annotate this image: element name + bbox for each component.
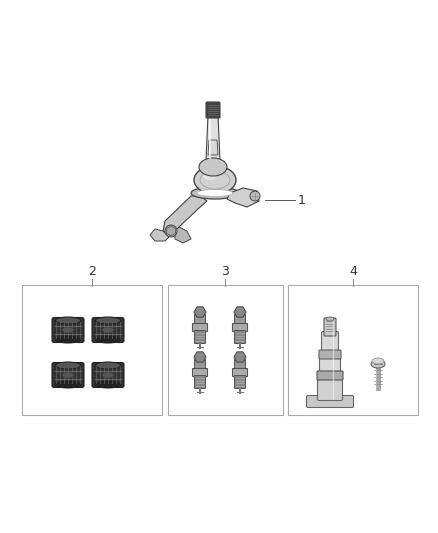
FancyBboxPatch shape (194, 359, 205, 370)
Ellipse shape (197, 190, 233, 197)
Ellipse shape (55, 362, 81, 369)
Polygon shape (167, 226, 175, 236)
Ellipse shape (95, 362, 120, 369)
Bar (168, 285, 283, 415)
FancyBboxPatch shape (92, 362, 124, 387)
Ellipse shape (55, 317, 81, 324)
Ellipse shape (326, 317, 334, 321)
FancyBboxPatch shape (307, 395, 353, 408)
FancyBboxPatch shape (192, 368, 208, 376)
Circle shape (250, 191, 260, 201)
Polygon shape (234, 307, 246, 317)
Bar (22, 285, 162, 415)
Bar (288, 285, 418, 415)
FancyBboxPatch shape (324, 318, 336, 336)
Ellipse shape (55, 336, 81, 343)
Ellipse shape (62, 327, 74, 333)
Text: 4: 4 (349, 265, 357, 278)
FancyBboxPatch shape (321, 332, 339, 354)
FancyBboxPatch shape (194, 376, 205, 389)
FancyBboxPatch shape (92, 318, 124, 343)
FancyBboxPatch shape (52, 362, 84, 387)
Ellipse shape (95, 381, 120, 388)
Polygon shape (234, 352, 246, 362)
FancyBboxPatch shape (317, 371, 343, 380)
Ellipse shape (199, 158, 227, 176)
Ellipse shape (203, 172, 217, 180)
FancyBboxPatch shape (194, 314, 205, 326)
Ellipse shape (191, 187, 239, 199)
Text: 1: 1 (298, 193, 306, 206)
Polygon shape (194, 352, 206, 362)
FancyBboxPatch shape (233, 324, 247, 332)
FancyBboxPatch shape (319, 350, 341, 359)
Text: 3: 3 (221, 265, 229, 278)
Polygon shape (163, 196, 207, 235)
Circle shape (165, 225, 177, 237)
FancyBboxPatch shape (234, 330, 246, 343)
Ellipse shape (95, 317, 120, 324)
Polygon shape (194, 307, 206, 317)
FancyBboxPatch shape (234, 359, 246, 370)
Ellipse shape (102, 327, 113, 333)
FancyBboxPatch shape (318, 376, 343, 400)
Ellipse shape (371, 360, 385, 368)
Ellipse shape (62, 372, 74, 378)
Text: 2: 2 (88, 265, 96, 278)
Ellipse shape (102, 372, 113, 378)
FancyBboxPatch shape (319, 354, 340, 376)
FancyBboxPatch shape (192, 324, 208, 332)
Polygon shape (227, 188, 259, 207)
Polygon shape (208, 140, 218, 155)
Ellipse shape (55, 381, 81, 388)
FancyBboxPatch shape (194, 330, 205, 343)
FancyBboxPatch shape (234, 314, 246, 326)
Ellipse shape (95, 336, 120, 343)
Polygon shape (150, 229, 169, 241)
Polygon shape (206, 115, 220, 160)
Ellipse shape (372, 358, 384, 364)
Polygon shape (175, 227, 191, 243)
FancyBboxPatch shape (234, 376, 246, 389)
Ellipse shape (194, 166, 236, 194)
FancyBboxPatch shape (233, 368, 247, 376)
FancyBboxPatch shape (52, 318, 84, 343)
FancyBboxPatch shape (206, 102, 220, 118)
